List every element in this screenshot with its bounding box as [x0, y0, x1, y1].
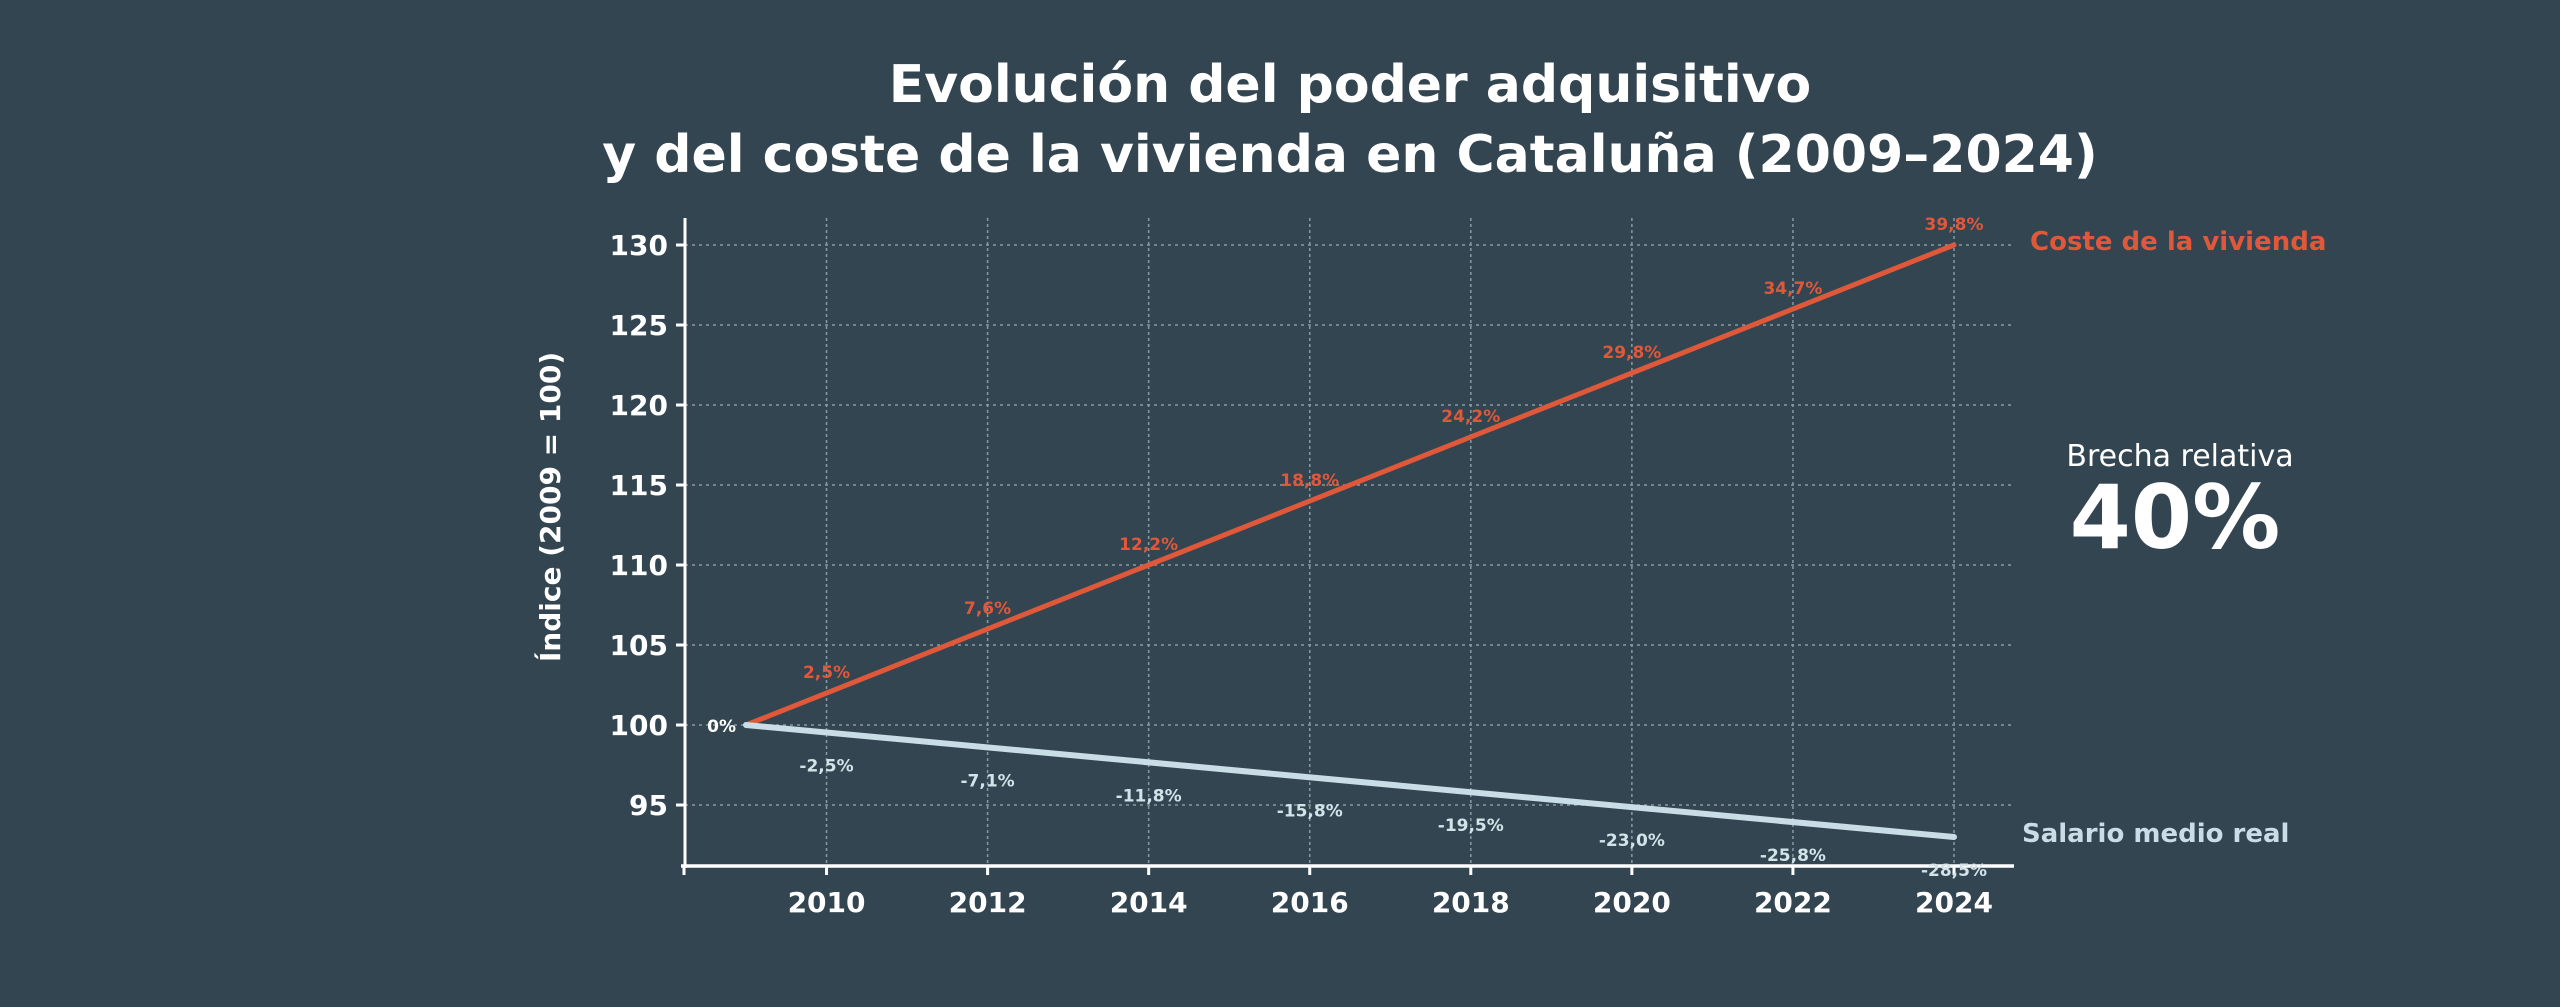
data-label: -11,8% [1116, 786, 1182, 806]
y-tick-label: 110 [610, 549, 668, 582]
data-label: 7,6% [964, 599, 1011, 619]
data-label: 39,8% [1925, 215, 1984, 235]
gap-annotation: Brecha relativa 40% [2066, 439, 2293, 569]
gap-annotation-label: Brecha relativa [2066, 439, 2293, 474]
data-label: 12,2% [1119, 535, 1178, 555]
y-tick-label: 125 [610, 309, 668, 342]
series-lines [743, 242, 1957, 840]
axes [676, 218, 2014, 875]
x-tick-label: 2016 [1271, 886, 1349, 919]
data-label: -2,5% [799, 756, 853, 776]
series-line-salario-medio-real [743, 722, 1957, 840]
y-tick-label: 105 [610, 629, 668, 662]
legend-coste-vivienda: Coste de la vivienda [2030, 227, 2326, 257]
data-labels: 0% 2,5% 7,6% 12,2% 18,8% 24,2% 29,8% 34,7% 39,8%… [707, 215, 1987, 881]
x-tick-label: 2010 [788, 886, 866, 919]
y-tick-label: 115 [610, 469, 668, 502]
x-tick-label: 2024 [1915, 886, 1993, 919]
chart-title-line-2: y del coste de la vivienda en Cataluña (… [602, 125, 2098, 185]
y-tick-label: 130 [610, 229, 668, 262]
gap-annotation-value: 40% [2070, 466, 2281, 569]
series-line-coste-vivienda [743, 242, 1957, 728]
legend-salario-medio-real: Salario medio real [2022, 819, 2289, 849]
chart-title: Evolución del poder adquisitivo y del co… [602, 55, 2098, 185]
data-label: -25,8% [1760, 846, 1826, 866]
data-label: 0% [707, 717, 736, 737]
data-label: 34,7% [1763, 279, 1822, 299]
y-tick-label: 100 [610, 709, 668, 742]
y-tick-label: 95 [629, 789, 668, 822]
y-tick-label: 120 [610, 389, 668, 422]
data-label: -19,5% [1438, 816, 1504, 836]
y-axis-label: Índice (2009 = 100) [533, 352, 567, 662]
tick-labels: 95 100 105 110 115 120 125 130 2010 2012 2014 2016 2… [610, 229, 1993, 919]
x-tick-label: 2020 [1593, 886, 1671, 919]
data-label: -28,5% [1921, 861, 1987, 881]
x-tick-label: 2022 [1754, 886, 1832, 919]
data-label: -15,8% [1277, 801, 1343, 821]
grid [685, 218, 2014, 866]
x-tick-label: 2012 [949, 886, 1027, 919]
data-label: -23,0% [1599, 831, 1665, 851]
chart-title-line-1: Evolución del poder adquisitivo [889, 55, 1812, 115]
data-label: 18,8% [1280, 471, 1339, 491]
x-tick-label: 2018 [1432, 886, 1510, 919]
data-label: 2,5% [803, 663, 850, 683]
x-tick-label: 2014 [1110, 886, 1188, 919]
series-direct-labels: Coste de la vivienda Salario medio real [2022, 227, 2326, 849]
data-label: -7,1% [960, 771, 1014, 791]
data-label: 29,8% [1602, 343, 1661, 363]
data-label: 24,2% [1441, 407, 1500, 427]
